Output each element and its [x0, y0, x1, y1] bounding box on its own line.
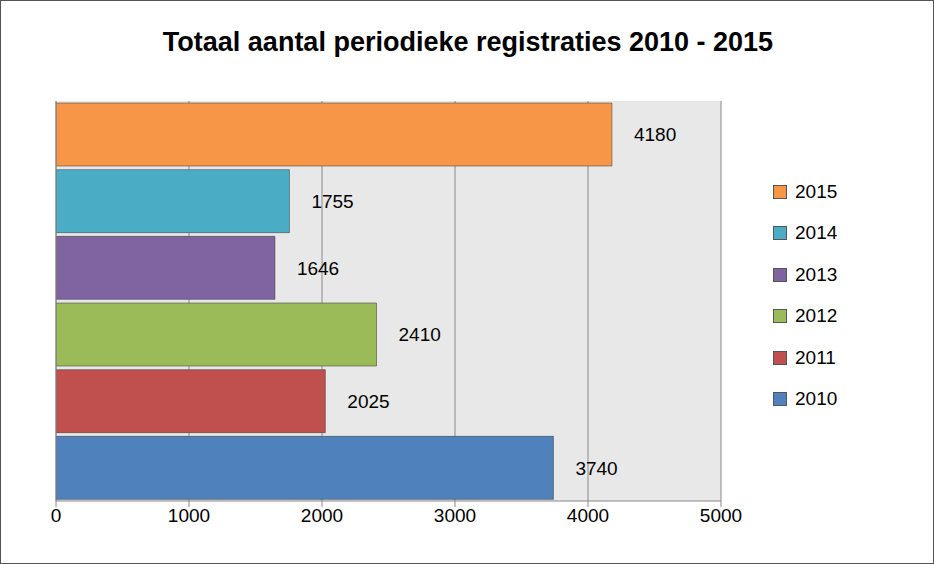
svg-text:0: 0 [51, 505, 62, 526]
svg-text:5000: 5000 [700, 505, 742, 526]
svg-text:3000: 3000 [434, 505, 476, 526]
svg-text:2000: 2000 [301, 505, 343, 526]
html-text:Totaal aantal periodieke regis: Totaal aantal periodieke registraties 20… [162, 27, 774, 57]
svg-text:4000: 4000 [567, 505, 609, 526]
svg-text:1000: 1000 [168, 505, 210, 526]
html-text:2015: 2015 [795, 180, 838, 202]
html-text:2012: 2012 [795, 305, 838, 327]
html-text:2010: 2010 [795, 388, 838, 410]
svg-text:1755: 1755 [311, 191, 353, 212]
html-text:2011: 2011 [795, 346, 836, 368]
svg-text:2410: 2410 [399, 324, 441, 345]
svg-text:2025: 2025 [347, 391, 389, 412]
svg-text:4180: 4180 [634, 124, 676, 145]
svg-text:1646: 1646 [297, 258, 339, 279]
svg-text:3740: 3740 [575, 458, 617, 479]
html-text:2014: 2014 [795, 222, 838, 244]
html-text:2013: 2013 [795, 263, 838, 285]
